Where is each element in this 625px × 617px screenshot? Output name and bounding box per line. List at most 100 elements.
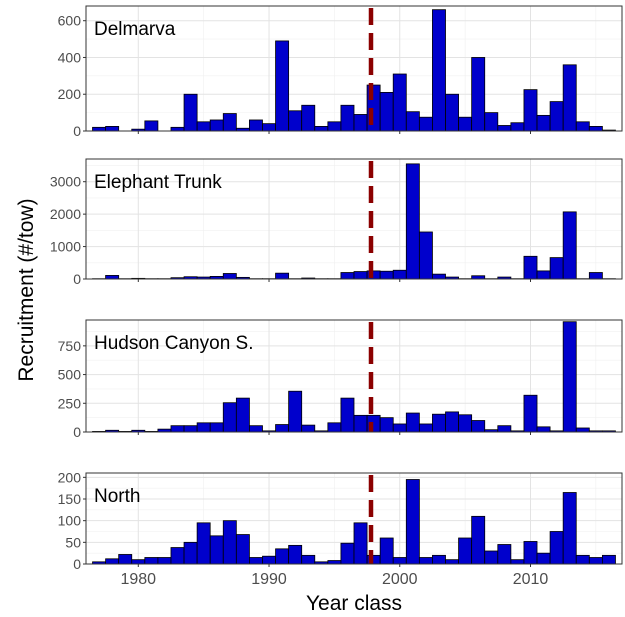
bar-1987 (222, 273, 237, 280)
bar-1986 (209, 535, 224, 565)
bar-2006 (471, 57, 486, 132)
bar-2003 (432, 273, 446, 280)
bars (92, 9, 616, 132)
bar-1993 (301, 424, 316, 433)
bar-2016 (601, 554, 616, 565)
y-tick-label: 200 (58, 469, 82, 485)
y-tick-label: 0 (73, 271, 81, 287)
bar-1988 (235, 534, 250, 565)
bar-1997 (353, 522, 368, 565)
bar-1983 (170, 547, 185, 565)
bar-1993 (301, 554, 316, 565)
bar-2007 (484, 550, 499, 565)
bar-2011 (536, 114, 551, 132)
y-tick-label: 0 (73, 123, 81, 139)
bar-2001 (405, 111, 420, 132)
bar-1978 (105, 126, 120, 132)
panel-border (85, 472, 623, 565)
bar-1980 (131, 559, 146, 565)
bars (92, 163, 616, 280)
bar-1985 (196, 422, 211, 433)
bar-1982 (157, 557, 172, 565)
bar-1999 (379, 91, 394, 132)
bar-1992 (288, 390, 303, 433)
y-tick-label: 600 (58, 13, 82, 29)
y-tick-label: 0 (73, 424, 81, 440)
bar-1991 (275, 424, 290, 433)
bar-1996 (340, 542, 355, 565)
bar-2013 (562, 492, 577, 565)
bar-2000 (392, 73, 407, 132)
bar-1983 (170, 126, 185, 132)
bar-2010 (523, 89, 538, 132)
bar-1987 (222, 113, 237, 132)
bar-2014 (575, 554, 590, 565)
bar-2004 (445, 93, 459, 132)
panel-4: 0 50 100 150 200 North (58, 469, 623, 572)
bar-2001 (405, 479, 420, 565)
bar-2011 (536, 552, 551, 565)
bar-2013 (562, 211, 577, 280)
x-tick-label: 1980 (120, 571, 156, 588)
bar-1991 (275, 40, 290, 132)
bar-2003 (432, 9, 446, 132)
y-tick-label: 100 (58, 513, 82, 529)
bar-2012 (549, 101, 564, 132)
y-tick-label: 200 (58, 86, 82, 102)
panel-3: 0 250 500 750 Hudson Canyon S. (58, 319, 623, 440)
bar-1992 (288, 110, 303, 132)
y-tick-label: 0 (73, 556, 81, 572)
panel-title: Delmarva (94, 19, 176, 40)
bar-1997 (353, 114, 368, 132)
bar-1978 (105, 558, 120, 565)
bar-1997 (353, 414, 368, 433)
y-tick-label: 400 (58, 49, 82, 65)
bar-2003 (432, 554, 446, 565)
bar-2015 (588, 557, 603, 565)
bar-1990 (262, 555, 276, 565)
bar-1995 (327, 560, 342, 565)
y-axis-label: Recruitment (#/tow) (15, 198, 38, 381)
bar-1984 (183, 541, 198, 565)
bar-1987 (222, 402, 237, 433)
bar-2006 (471, 420, 486, 433)
panel-title: North (94, 486, 140, 507)
x-tick-label: 1990 (251, 571, 287, 588)
bar-2009 (510, 122, 525, 132)
bar-2012 (549, 257, 564, 280)
bar-2015 (588, 126, 603, 132)
bar-2012 (549, 531, 564, 565)
panel-2: 0 1000 2000 3000 Elephant Trunk (50, 158, 623, 287)
bar-1989 (249, 557, 263, 565)
bar-1981 (144, 557, 159, 565)
bar-2009 (510, 559, 525, 565)
bar-2013 (562, 321, 577, 433)
bar-1979 (118, 554, 133, 565)
bar-2005 (458, 537, 473, 565)
bar-2008 (497, 125, 512, 132)
bar-1997 (353, 271, 368, 280)
bar-2002 (418, 231, 433, 280)
bar-1986 (209, 422, 224, 433)
bar-1996 (340, 272, 355, 280)
bar-1986 (209, 119, 224, 132)
y-tick-label: 750 (58, 338, 82, 354)
panel-title: Elephant Trunk (94, 172, 222, 193)
bar-2006 (471, 515, 486, 565)
bar-1996 (340, 104, 355, 132)
bar-1989 (249, 119, 263, 132)
y-tick-label: 250 (58, 395, 82, 411)
bar-1985 (196, 121, 211, 132)
bar-2010 (523, 541, 538, 565)
bar-1981 (144, 120, 159, 132)
bar-2000 (392, 557, 407, 565)
bar-1992 (288, 544, 303, 565)
panel-1: 0 200 400 600 Delmarva (58, 5, 623, 139)
bar-2002 (418, 116, 433, 132)
x-tick-label: 2000 (382, 571, 418, 588)
y-tick-label: 150 (58, 491, 82, 507)
bar-1978 (105, 275, 120, 280)
bar-1999 (379, 270, 394, 280)
bar-2004 (445, 411, 459, 433)
